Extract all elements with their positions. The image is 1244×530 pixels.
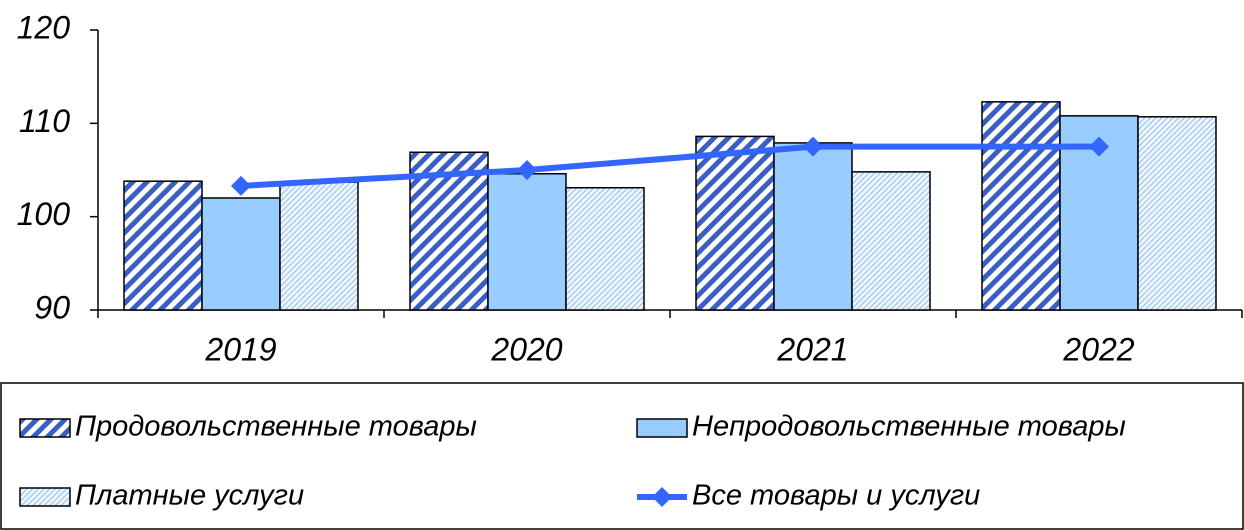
bar	[279, 181, 359, 311]
legend-label: Платные услуги	[75, 480, 304, 512]
y-tick-label: 110	[19, 103, 70, 139]
bar	[981, 101, 1061, 311]
line	[240, 143, 1099, 189]
y-tick-label: 120	[17, 9, 71, 45]
marker	[231, 175, 251, 196]
legend-swatch	[652, 487, 672, 507]
marker	[517, 160, 537, 180]
y-tick-label: 90	[34, 289, 70, 325]
bar	[123, 180, 203, 311]
legend-label: Непродовольственные товары	[692, 411, 1126, 443]
x-tick-label: 2020	[490, 331, 562, 367]
bar	[695, 135, 775, 311]
legend-swatch	[636, 418, 688, 438]
y-tick-label: 100	[17, 196, 71, 232]
bar	[773, 142, 853, 311]
legend-swatch	[19, 487, 71, 507]
bar	[201, 197, 281, 311]
legend-box	[0, 382, 1244, 530]
legend-label: Продовольственные товары	[75, 411, 477, 443]
legend-label: Все товары и услуги	[692, 480, 980, 512]
x-tick-label: 2019	[204, 331, 276, 367]
x-tick-label: 2022	[1062, 331, 1134, 367]
marker	[1089, 136, 1109, 157]
x-tick-label: 2021	[776, 331, 848, 367]
marker	[803, 136, 823, 157]
bar	[851, 171, 931, 311]
bar	[487, 172, 567, 311]
bar	[1137, 116, 1217, 311]
legend-swatch	[19, 418, 71, 438]
bar	[565, 186, 645, 311]
